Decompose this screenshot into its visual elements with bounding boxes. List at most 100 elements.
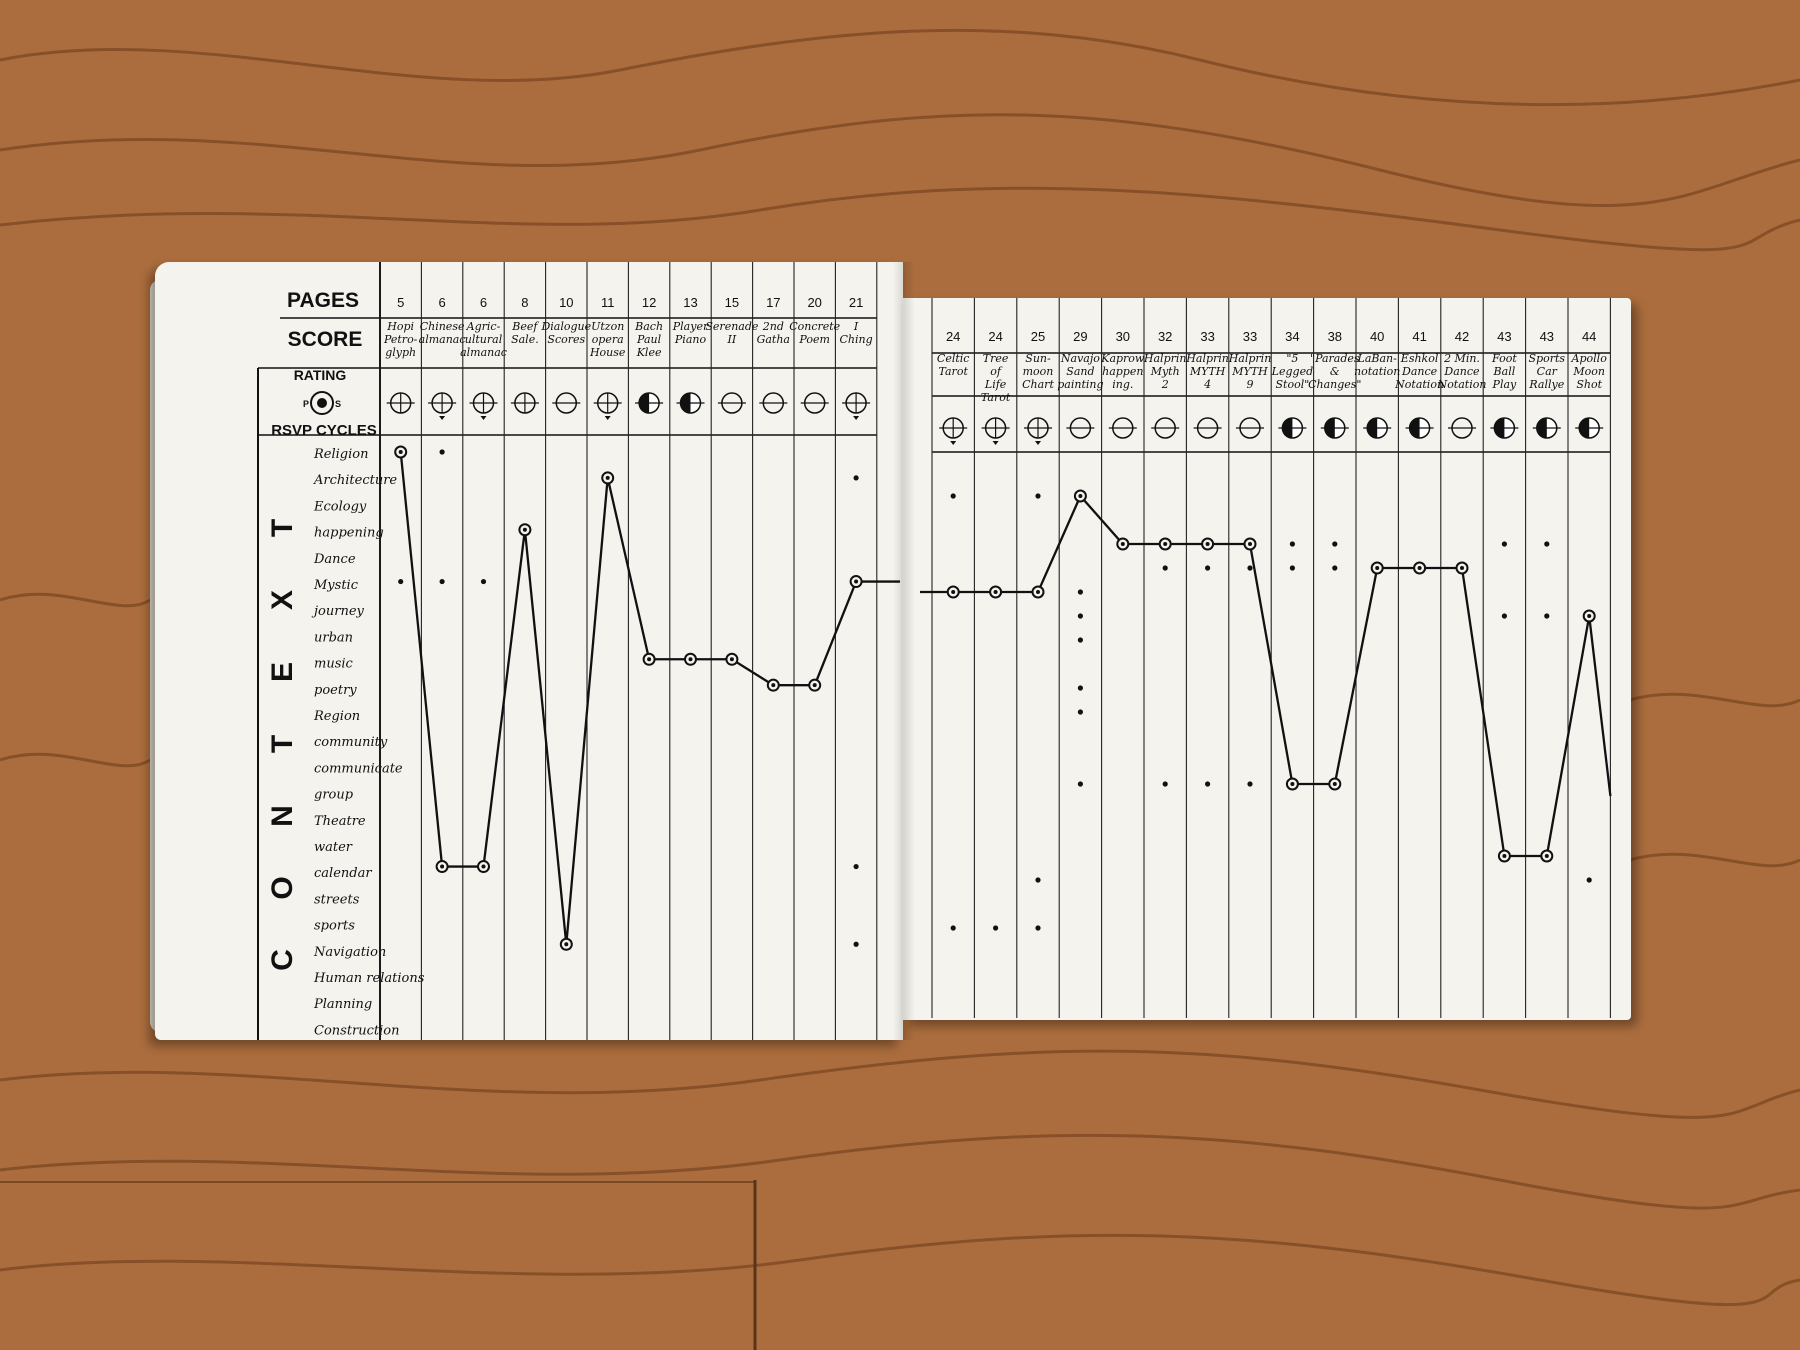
context-label-community: community — [314, 735, 388, 750]
context-dot — [1586, 877, 1592, 883]
score-title-line: Celtic — [937, 352, 970, 365]
context-label-urban: urban — [314, 630, 353, 645]
page-number: 15 — [725, 295, 739, 310]
data-point-center — [1332, 782, 1337, 786]
rating-arrow — [439, 416, 446, 420]
score-title-line: Sale. — [511, 333, 539, 346]
data-point-center — [951, 590, 956, 594]
context-dot — [1077, 589, 1083, 595]
context-dot — [1501, 541, 1507, 547]
score-title-line: moon — [1023, 365, 1054, 378]
score-title-line: II — [727, 333, 737, 346]
score-title-line: Stool" — [1276, 378, 1310, 391]
context-dot — [1077, 781, 1083, 787]
context-dot — [1247, 781, 1253, 787]
score-title-line: Foot — [1491, 352, 1517, 365]
score-title-line: ultural — [465, 333, 503, 346]
data-point-center — [1163, 542, 1168, 546]
data-point-center — [1544, 854, 1549, 858]
score-title-line: Myth — [1150, 365, 1180, 378]
data-point-center — [993, 590, 998, 594]
context-dot — [1077, 613, 1083, 619]
score-title-line: Gatha — [757, 333, 790, 346]
page-number: 24 — [946, 329, 960, 344]
page-number: 34 — [1285, 329, 1299, 344]
score-title-line: Tree — [983, 352, 1009, 365]
score-title-line: "5 — [1286, 352, 1298, 365]
score-title-line: Paul — [636, 333, 662, 346]
context-letter: X — [266, 590, 299, 610]
data-point-center — [440, 864, 445, 869]
context-dot — [853, 863, 859, 870]
score-title-line: Tarot — [981, 391, 1011, 404]
score-columns: 5HopiPetro-glyph6Chinesealmanac6Agric-ul… — [379, 262, 1611, 1040]
context-dot — [853, 475, 859, 481]
context-dot — [950, 493, 956, 499]
score-header: SCORE — [288, 328, 363, 351]
score-title-line: & — [1330, 365, 1340, 378]
rating-header: RATING — [294, 367, 347, 383]
data-point-center — [1375, 566, 1380, 570]
context-dot — [1332, 541, 1338, 547]
data-point-center — [564, 942, 569, 947]
score-title-line: Petro- — [383, 333, 418, 346]
context-letter: O — [266, 876, 299, 899]
score-title-line: Poem — [798, 333, 830, 346]
data-point-center — [647, 657, 652, 662]
context-label-planning: Planning — [313, 997, 372, 1012]
rating-arrow — [480, 416, 487, 420]
score-title-line: Navajo — [1060, 352, 1100, 365]
score-title-line: Utzon — [591, 320, 624, 333]
score-title-line: LaBan- — [1357, 352, 1398, 365]
score-column: 38 "Parades&Changes" — [1308, 298, 1362, 1018]
page-number: 12 — [642, 295, 656, 310]
page-number: 11 — [601, 295, 615, 310]
context-dot — [1544, 613, 1550, 619]
score-title-line: 2 — [1161, 378, 1169, 391]
context-label-theatre: Theatre — [314, 814, 366, 829]
score-title-line: Legged — [1271, 365, 1313, 378]
score-title-line: Halprin — [1185, 352, 1229, 365]
score-title-line: notation — [1354, 365, 1400, 378]
context-label-sports: sports — [314, 919, 355, 934]
score-title-line: MYTH — [1231, 365, 1268, 378]
score-title-line: Bach — [634, 320, 663, 333]
score-title-line: of — [990, 365, 1003, 378]
context-label-human-relations: Human relations — [313, 971, 425, 986]
data-point-center — [729, 657, 734, 662]
score-title-line: House — [589, 346, 626, 359]
score-title-line: ing. — [1112, 378, 1133, 391]
data-point-center — [771, 683, 776, 688]
rating-arrow — [950, 441, 957, 445]
page-number: 8 — [521, 295, 528, 310]
page-number: 38 — [1328, 329, 1342, 344]
score-title-line: Halprin — [1228, 352, 1272, 365]
page-number: 40 — [1370, 329, 1384, 344]
rating-arrow — [992, 441, 999, 445]
context-label-dance: Dance — [313, 552, 356, 567]
score-title-line: 9 — [1247, 378, 1254, 391]
context-dot — [853, 941, 859, 947]
score-column: 40 LaBan-notation — [1354, 298, 1400, 1018]
score-title-line: Player — [672, 320, 709, 333]
score-title-line: MYTH — [1189, 365, 1226, 378]
context-label-region: Region — [313, 709, 360, 724]
context-label-journey: journey — [311, 604, 365, 619]
left-page — [155, 262, 903, 1040]
